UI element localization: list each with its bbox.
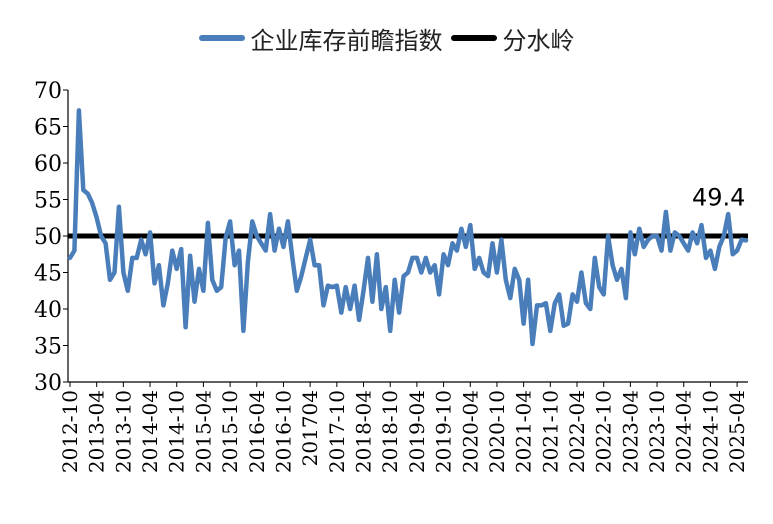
y-tick-label: 40 <box>34 298 62 323</box>
last-value-annotation: 49.4 <box>692 183 745 211</box>
x-tick-label: 2019-10 <box>432 390 456 473</box>
x-tick-label: 2025-04 <box>725 390 749 473</box>
y-tick-label: 45 <box>34 262 62 287</box>
x-tick-label: 2022-10 <box>592 390 616 473</box>
x-tick-label: 2023-10 <box>645 390 669 473</box>
x-tick-label: 2014-10 <box>165 390 189 473</box>
legend-item-series[interactable]: 企业库存前瞻指数 <box>198 21 443 56</box>
y-tick-label: 55 <box>34 189 62 214</box>
x-tick-label: 2016-10 <box>271 390 295 473</box>
x-tick-label: 2015-04 <box>191 390 215 473</box>
x-tick-label: 2021-10 <box>538 390 562 473</box>
x-tick-label: 2023-04 <box>618 390 642 473</box>
x-tick-labels: 2012-10 2013-04 2013-10 2014-04 2014-10 2015-… <box>58 390 749 473</box>
legend: 企业库存前瞻指数 分水岭 <box>0 18 773 58</box>
series-line <box>67 108 749 347</box>
legend-label-threshold: 分水岭 <box>502 26 575 55</box>
x-tick-label: 2020-10 <box>485 390 509 473</box>
series-line-group <box>67 108 749 347</box>
x-tick-label: 2018-04 <box>352 390 376 473</box>
x-tick-label: 2015-10 <box>218 390 242 473</box>
y-tick-label: 70 <box>34 79 62 104</box>
x-tick-label: 2018-10 <box>378 390 402 473</box>
x-tick-label: 2021-04 <box>512 390 536 473</box>
y-tick-labels: 30 35 40 45 50 55 60 65 70 <box>34 79 62 396</box>
x-tick-label: 2022-04 <box>565 390 589 473</box>
legend-swatch-threshold <box>450 35 497 41</box>
legend-label-series: 企业库存前瞻指数 <box>250 26 443 55</box>
x-tick-label: 2013-10 <box>111 390 135 473</box>
x-tick-label: 2012-10 <box>58 390 82 473</box>
x-tick-label: 201704 <box>298 390 322 466</box>
x-tick-label: 2014-04 <box>138 390 162 473</box>
x-tick-label: 2020-04 <box>458 390 482 473</box>
y-tick-label: 65 <box>34 116 62 141</box>
legend-item-threshold[interactable]: 分水岭 <box>450 21 575 56</box>
legend-swatch-series <box>198 35 245 41</box>
y-tick-label: 60 <box>34 152 62 177</box>
x-tick-label: 2019-04 <box>405 390 429 473</box>
x-tick-label: 2013-04 <box>85 390 109 473</box>
y-tick-label: 35 <box>34 335 62 360</box>
x-tick-label: 2024-04 <box>672 390 696 473</box>
x-tick-label: 2016-04 <box>245 390 269 473</box>
x-tick-label: 2017-10 <box>325 390 349 473</box>
y-tick-label: 50 <box>34 225 62 250</box>
y-tick-label: 30 <box>34 371 62 396</box>
x-tick-label: 2024-10 <box>698 390 722 473</box>
